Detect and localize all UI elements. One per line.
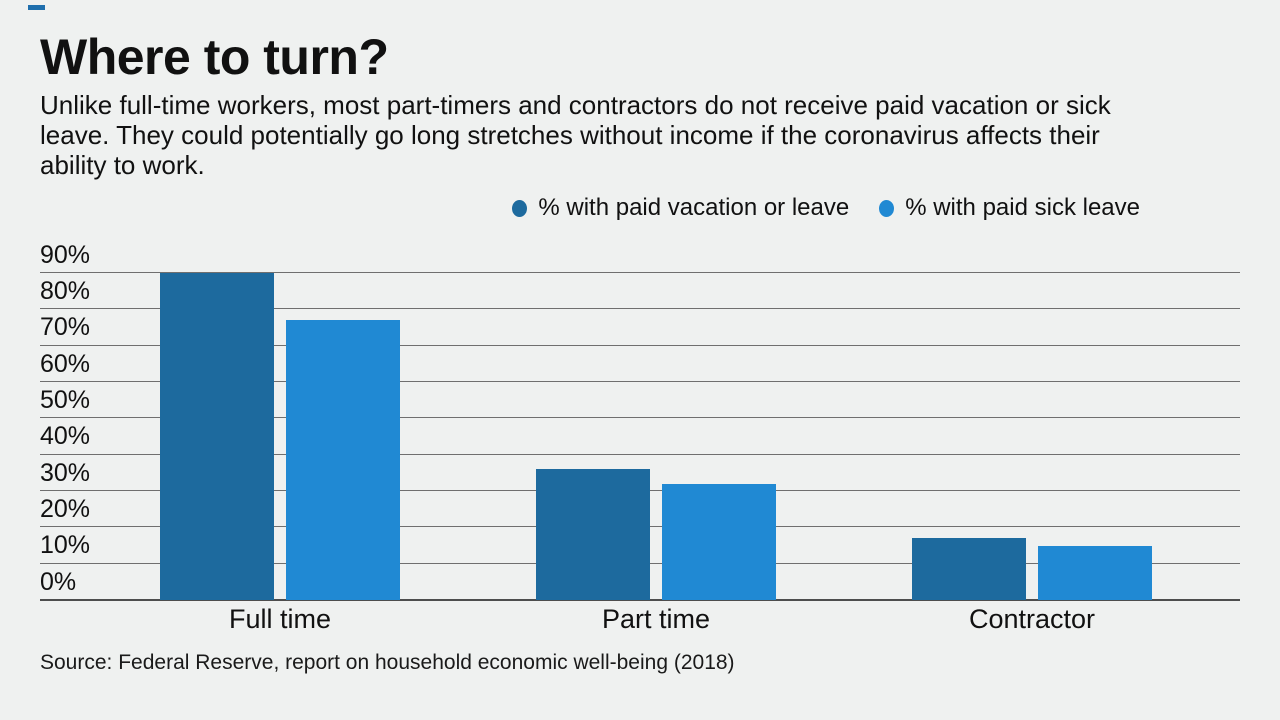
subtitle-line: leave. They could potentially go long st… xyxy=(40,120,1100,150)
gridline xyxy=(40,344,1240,346)
bar xyxy=(536,469,650,600)
y-tick-label: 10% xyxy=(40,531,91,560)
gridline xyxy=(40,453,1240,455)
y-tick-label: 40% xyxy=(40,422,91,451)
gridline xyxy=(40,417,1240,419)
subtitle-line: ability to work. xyxy=(40,150,205,180)
gridline xyxy=(40,272,1240,273)
legend-item-vacation: % with paid vacation or leave xyxy=(512,194,849,222)
legend-dot-vacation-icon xyxy=(512,199,528,217)
y-tick-label: 0% xyxy=(40,567,77,596)
gridline xyxy=(40,308,1240,310)
y-tick-label: 80% xyxy=(40,276,91,305)
bar xyxy=(662,483,776,600)
y-tick-label: 20% xyxy=(40,494,91,523)
category-label: Contractor xyxy=(968,604,1096,634)
legend: % with paid vacation or leave % with pai… xyxy=(512,194,1140,222)
y-tick-label: 70% xyxy=(40,313,91,342)
legend-label: % with paid sick leave xyxy=(905,194,1140,221)
category-label: Part time xyxy=(601,604,711,634)
legend-label: % with paid vacation or leave xyxy=(538,194,850,221)
page-title: Where to turn? xyxy=(40,29,389,85)
x-axis-line xyxy=(40,599,1240,601)
subtitle-line: Unlike full-time workers, most part-time… xyxy=(40,90,1111,120)
plot-area: 0% 10% 20% 30% 40% 50% 60% 70% 80% 90% xyxy=(40,241,1240,601)
bar xyxy=(286,320,400,600)
y-tick-label: 60% xyxy=(40,349,91,378)
y-tick-label: 50% xyxy=(40,385,91,414)
bar xyxy=(1038,545,1152,600)
y-tick-label: 30% xyxy=(40,458,91,487)
y-tick-label: 90% xyxy=(40,240,91,269)
gridline xyxy=(40,381,1240,382)
legend-item-sick-leave: % with paid sick leave xyxy=(879,194,1140,222)
category-label: Full time xyxy=(228,604,332,634)
page-subtitle: Unlike full-time workers, most part-time… xyxy=(40,90,1111,180)
bar xyxy=(912,538,1026,600)
bar xyxy=(160,273,274,600)
legend-dot-sick-leave-icon xyxy=(879,199,895,217)
brand-accent-dash xyxy=(28,5,45,10)
bar-chart: 0% 10% 20% 30% 40% 50% 60% 70% 80% 90% Full time P… xyxy=(40,241,1240,645)
source-note: Source: Federal Reserve, report on house… xyxy=(40,651,735,674)
